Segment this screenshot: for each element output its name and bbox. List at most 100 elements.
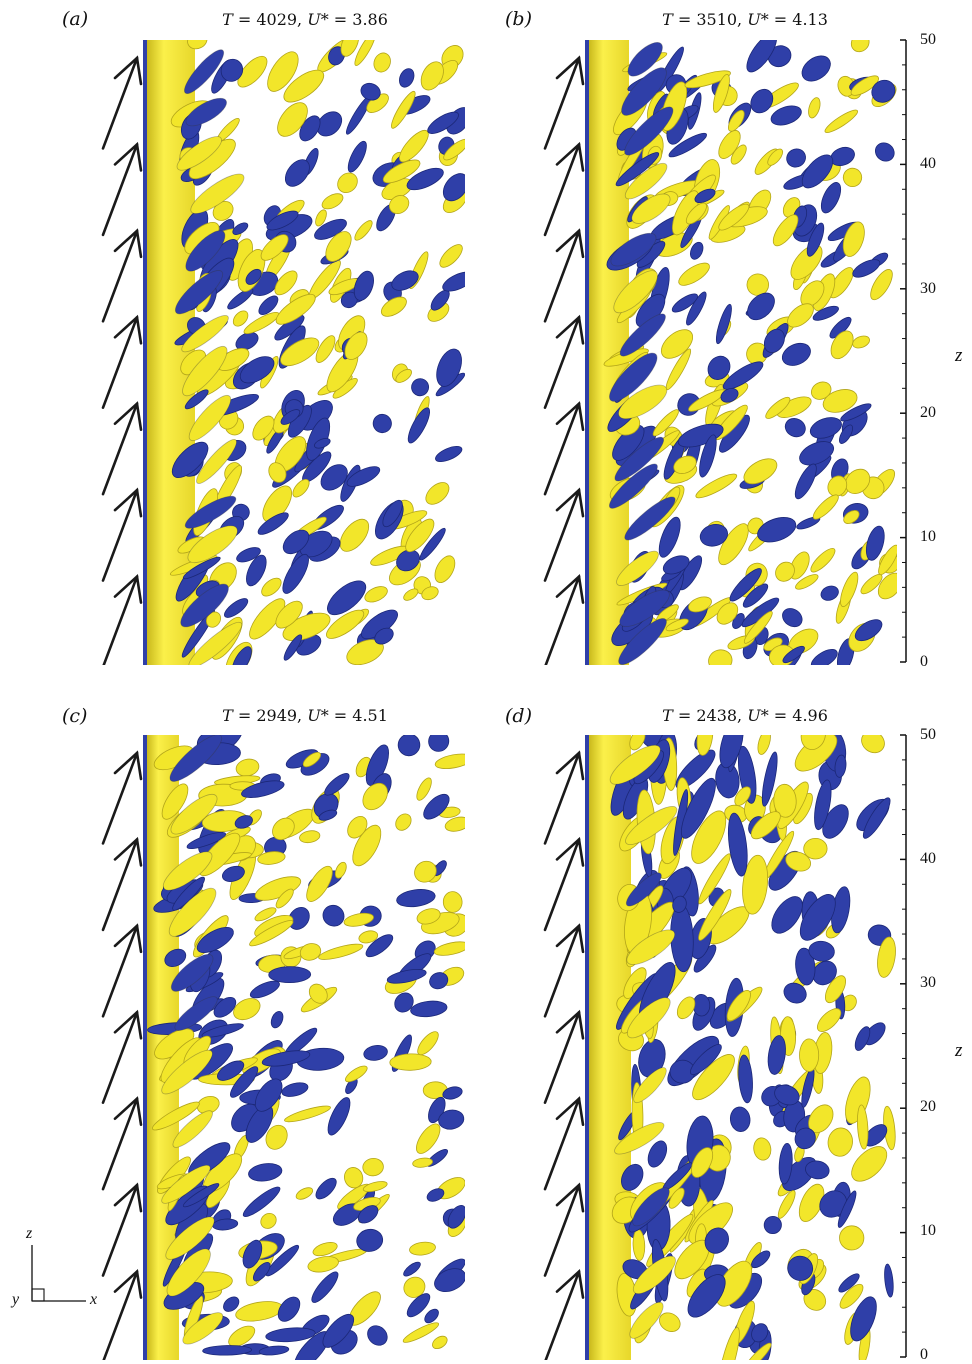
negative-vortex	[747, 292, 775, 321]
negative-vortex	[837, 1190, 857, 1228]
positive-vortex	[843, 510, 860, 524]
near-wall-streak	[609, 744, 661, 785]
positive-vortex	[252, 415, 275, 441]
positive-vortex	[254, 907, 277, 922]
negative-vortex	[771, 896, 803, 934]
near-wall-streak	[181, 315, 229, 353]
negative-vortex	[346, 466, 381, 487]
positive-vortex	[688, 596, 712, 613]
negative-vortex	[182, 1183, 220, 1208]
positive-vortex	[312, 1242, 338, 1257]
negative-vortex	[820, 585, 839, 601]
positive-vortex	[842, 167, 863, 188]
flow-arrow-head	[113, 141, 143, 172]
positive-vortex	[403, 588, 419, 601]
negative-vortex	[258, 1345, 290, 1356]
negative-vortex	[677, 423, 724, 448]
positive-vortex	[877, 572, 897, 600]
near-wall-streak	[184, 495, 237, 529]
near-wall-streak	[174, 996, 218, 1031]
negative-vortex	[232, 222, 249, 235]
flow-arrow	[544, 1270, 581, 1360]
positive-vortex	[684, 70, 731, 89]
positive-vortex	[877, 936, 896, 978]
positive-vortex	[695, 473, 738, 499]
positive-vortex	[282, 612, 331, 642]
positive-vortex	[334, 861, 347, 879]
near-wall-streak	[621, 67, 667, 116]
panel-d-isosurface	[543, 735, 896, 1360]
positive-vortex	[718, 203, 750, 231]
positive-vortex	[839, 1225, 865, 1251]
near-wall-streak	[627, 42, 663, 77]
negative-vortex	[746, 40, 777, 73]
positive-vortex	[860, 574, 883, 595]
near-wall-streak	[170, 793, 218, 835]
negative-vortex	[761, 751, 778, 807]
negative-vortex	[252, 1261, 271, 1282]
flow-arrow-head	[555, 487, 585, 518]
coordinate-triad: z y x	[8, 1225, 103, 1315]
near-wall-streak	[190, 173, 245, 214]
flow-arrow	[101, 143, 139, 237]
positive-vortex	[857, 1104, 869, 1150]
flow-arrow-head	[113, 401, 143, 432]
negative-vortex	[704, 1227, 729, 1254]
positive-vortex	[808, 97, 821, 119]
flow-arrow-head	[555, 1096, 585, 1127]
negative-vortex	[680, 777, 716, 839]
flow-arrow-head	[113, 836, 143, 867]
negative-vortex	[801, 154, 834, 189]
negative-vortex	[699, 434, 717, 478]
positive-vortex	[433, 941, 465, 956]
positive-vortex	[416, 777, 432, 801]
near-wall-streaks	[609, 744, 678, 1339]
positive-vortex	[275, 600, 303, 629]
near-wall-streak	[196, 438, 237, 484]
panel-b-title: T = 3510, U* = 4.13	[662, 10, 828, 29]
negative-vortex	[787, 1255, 814, 1281]
flow-arrow	[101, 315, 139, 410]
positive-vortex	[382, 159, 421, 184]
negative-vortex	[729, 568, 762, 602]
near-wall-streak	[170, 954, 214, 992]
positive-vortex	[352, 824, 382, 867]
near-wall-streak	[161, 1164, 211, 1204]
positive-vortex	[734, 786, 752, 806]
near-wall-streak	[184, 49, 225, 95]
positive-vortex	[839, 1283, 864, 1309]
positive-vortex	[810, 547, 836, 573]
positive-vortex	[712, 73, 730, 113]
negative-vortex	[257, 512, 289, 535]
positive-vortex	[235, 758, 260, 777]
negative-vortex	[365, 744, 389, 786]
positive-vortex	[420, 61, 444, 91]
positive-vortex	[260, 234, 289, 261]
positive-vortex	[362, 1181, 388, 1193]
negative-vortex	[687, 1274, 726, 1318]
flow-arrow	[543, 751, 581, 845]
negative-vortex	[612, 424, 645, 461]
negative-vortex	[854, 619, 883, 642]
negative-vortex	[786, 148, 806, 168]
negative-vortex	[397, 735, 421, 757]
flow-arrow-head	[113, 314, 143, 345]
positive-vortex	[389, 1053, 432, 1071]
positive-vortex	[299, 830, 321, 844]
tick-label: 10	[920, 1222, 936, 1239]
flow-arrow-head	[555, 750, 585, 781]
positive-vortex	[205, 611, 222, 628]
positive-vortex	[439, 244, 463, 268]
positive-vortex	[421, 586, 439, 601]
negative-vortex	[391, 270, 419, 291]
flow-arrow-head	[555, 923, 585, 954]
near-wall-streak	[624, 106, 674, 156]
negative-vortex	[426, 1188, 445, 1202]
positive-vortex	[358, 930, 379, 944]
flow-arrow	[543, 924, 581, 1018]
negative-vortex	[750, 88, 774, 114]
negative-vortex	[671, 293, 698, 313]
wall-line	[585, 40, 589, 665]
positive-vortex	[753, 1137, 772, 1161]
positive-vortex	[434, 555, 456, 583]
